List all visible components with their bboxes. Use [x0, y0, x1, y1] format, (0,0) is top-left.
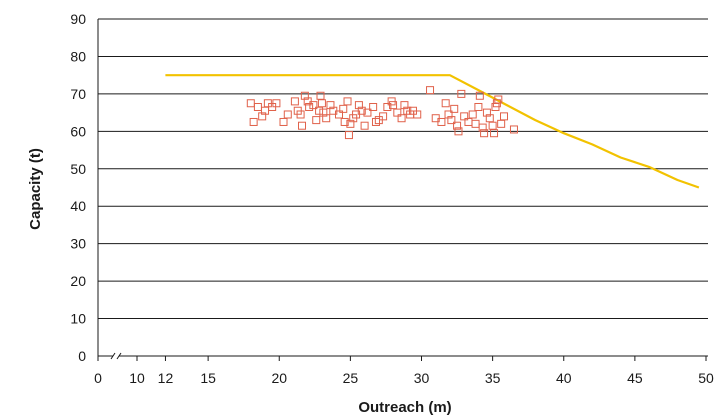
- capacity-curve-series: [165, 74, 700, 189]
- data-point: [326, 101, 335, 110]
- data-point: [369, 102, 378, 111]
- y-axis-title: Capacity (t): [27, 148, 44, 230]
- data-point: [357, 106, 366, 115]
- data-point: [389, 101, 398, 110]
- data-point: [480, 129, 489, 138]
- y-tick-labels: 0 10 20 30 40 50 60 70 80 90: [70, 11, 86, 364]
- data-points-series: [246, 86, 518, 140]
- data-point: [453, 121, 462, 130]
- data-point: [494, 95, 503, 104]
- y-tick-label: 10: [70, 311, 86, 327]
- gridlines: [98, 18, 708, 357]
- data-point: [305, 102, 314, 111]
- data-point: [344, 131, 353, 140]
- capacity-curve-line: [165, 74, 700, 189]
- y-tick-label: 30: [70, 236, 86, 252]
- data-point: [482, 108, 491, 117]
- data-point: [253, 102, 262, 111]
- data-point: [400, 101, 409, 110]
- y-tick-label: 70: [70, 86, 86, 102]
- data-point: [447, 116, 456, 125]
- data-point: [334, 110, 343, 119]
- axes: [97, 19, 707, 361]
- data-point: [474, 102, 483, 111]
- y-tick-label: 0: [78, 348, 86, 364]
- data-point: [272, 99, 281, 108]
- data-point: [500, 112, 509, 121]
- axis-break-mark: [116, 352, 122, 360]
- data-point: [497, 119, 506, 128]
- data-point: [488, 121, 497, 130]
- data-point: [279, 117, 288, 126]
- data-point: [319, 108, 328, 117]
- x-tick-label: 35: [485, 370, 501, 386]
- data-point: [340, 117, 349, 126]
- data-point: [444, 110, 453, 119]
- data-point: [322, 114, 331, 123]
- data-point: [258, 112, 267, 121]
- data-point: [312, 116, 321, 125]
- data-point: [309, 101, 318, 110]
- x-tick-label: 40: [556, 370, 572, 386]
- data-point: [298, 121, 307, 130]
- y-tick-label: 50: [70, 161, 86, 177]
- data-point: [283, 110, 292, 119]
- data-point: [246, 99, 255, 108]
- data-point: [317, 99, 326, 108]
- x-axis-title: Outreach (m): [358, 399, 451, 416]
- data-point: [450, 104, 459, 113]
- data-point: [290, 97, 299, 106]
- data-point: [346, 119, 355, 128]
- data-point: [249, 117, 258, 126]
- data-point: [509, 125, 518, 134]
- data-point: [339, 104, 348, 113]
- data-point: [413, 110, 422, 119]
- data-point: [460, 112, 469, 121]
- x-tick-label: 30: [414, 370, 430, 386]
- x-tick-label: 12: [158, 370, 174, 386]
- x-tick-labels: 0 10 12 15 20 25 30 35 40 45 50: [94, 370, 714, 386]
- data-point: [363, 108, 372, 117]
- data-point: [468, 110, 477, 119]
- y-tick-label: 60: [70, 123, 86, 139]
- data-point: [457, 89, 466, 98]
- data-point: [426, 86, 435, 95]
- y-tick-label: 90: [70, 11, 86, 27]
- data-point: [296, 110, 305, 119]
- data-point: [475, 91, 484, 100]
- data-point: [441, 99, 450, 108]
- data-point: [397, 114, 406, 123]
- x-tick-label: 45: [627, 370, 643, 386]
- data-point: [343, 97, 352, 106]
- x-tick-label: 25: [343, 370, 359, 386]
- x-tick-label: 20: [271, 370, 287, 386]
- data-point: [354, 101, 363, 110]
- data-point: [471, 119, 480, 128]
- data-point: [490, 129, 499, 138]
- x-tick-label: 10: [129, 370, 145, 386]
- x-tick-label: 50: [698, 370, 714, 386]
- data-point: [437, 117, 446, 126]
- data-point: [393, 108, 402, 117]
- axis-break-mark: [110, 352, 116, 360]
- data-point: [316, 91, 325, 100]
- y-tick-label: 20: [70, 273, 86, 289]
- data-point: [478, 123, 487, 132]
- data-point: [454, 127, 463, 136]
- data-point: [371, 117, 380, 126]
- data-point: [379, 112, 388, 121]
- data-point: [300, 91, 309, 100]
- x-tick-label: 15: [200, 370, 216, 386]
- y-tick-label: 80: [70, 48, 86, 64]
- data-point: [383, 102, 392, 111]
- data-point: [360, 121, 369, 130]
- x-tick-label: 0: [94, 370, 102, 386]
- y-tick-label: 40: [70, 198, 86, 214]
- axis-break-gap: [113, 352, 119, 360]
